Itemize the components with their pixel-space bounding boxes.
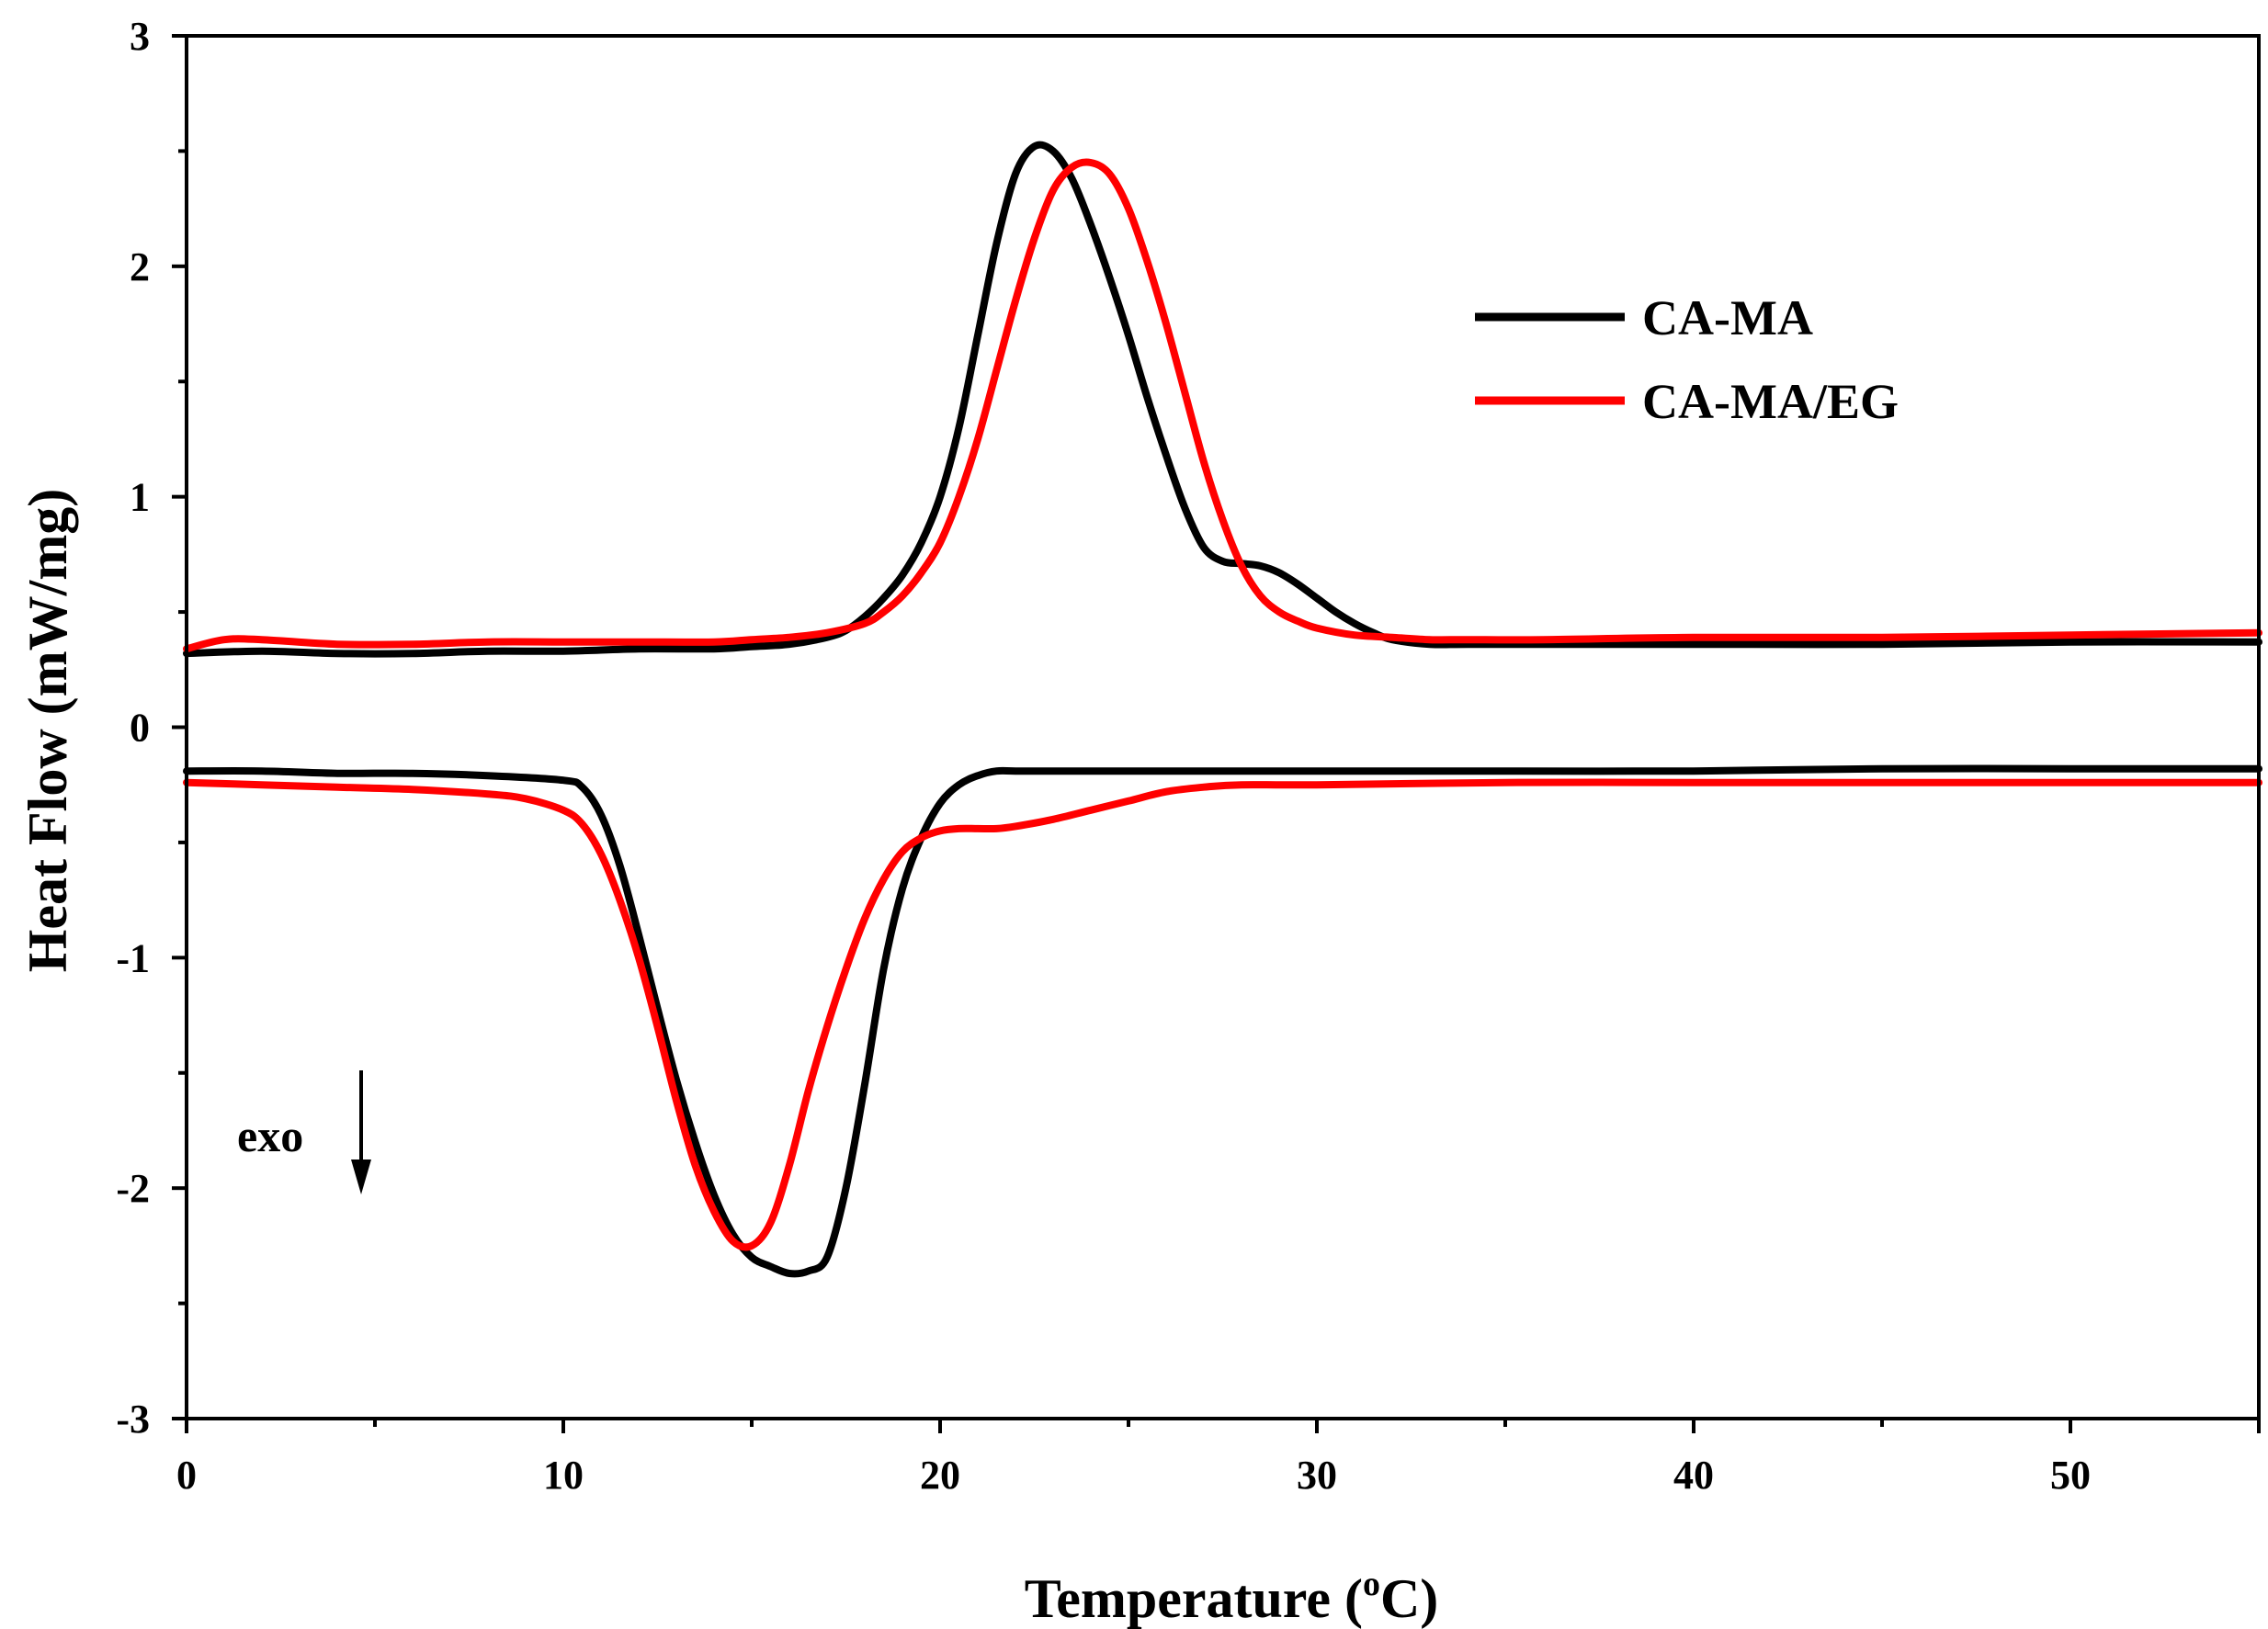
- y-tick-label: -3: [116, 1397, 150, 1442]
- series-line-ca-ma-eg-heating: [183, 158, 2262, 653]
- legend: CA-MA CA-MA/EG: [1475, 290, 1899, 429]
- y-tick-label: -2: [116, 1166, 150, 1211]
- exo-label: exo: [237, 1110, 303, 1161]
- y-tick-label: 2: [130, 244, 150, 289]
- exo-annotation: exo: [237, 1070, 371, 1194]
- y-tick-label: 0: [130, 706, 150, 751]
- arrow-down-icon: [351, 1160, 371, 1194]
- y-axis-title: Heat Flow (mW/mg): [17, 489, 78, 973]
- x-tick-label: 0: [176, 1453, 197, 1498]
- y-tick-label: 3: [130, 14, 150, 59]
- x-tick-label: 40: [1673, 1453, 1714, 1498]
- y-tick-label: 1: [130, 475, 150, 520]
- y-tick-label: -1: [116, 935, 150, 980]
- series-line-ca-ma-cooling: [183, 764, 2262, 1278]
- x-tick-label: 30: [1297, 1453, 1337, 1498]
- x-tick-label: 10: [543, 1453, 584, 1498]
- ticks-layer: 0 10 20 30 40 50 -3 -2 -1 0 1 2 3: [116, 14, 2261, 1498]
- legend-label-ca-ma-eg: CA-MA/EG: [1642, 374, 1899, 429]
- x-axis-title: Temperature (oC): [1025, 1565, 1439, 1629]
- x-tick-label: 20: [920, 1453, 960, 1498]
- legend-label-ca-ma: CA-MA: [1642, 290, 1813, 345]
- series-layer: [183, 141, 2262, 1278]
- series-line-ca-ma-heating: [183, 141, 2262, 658]
- series-line-ca-ma-eg-cooling: [183, 778, 2262, 1251]
- x-tick-label: 50: [2050, 1453, 2091, 1498]
